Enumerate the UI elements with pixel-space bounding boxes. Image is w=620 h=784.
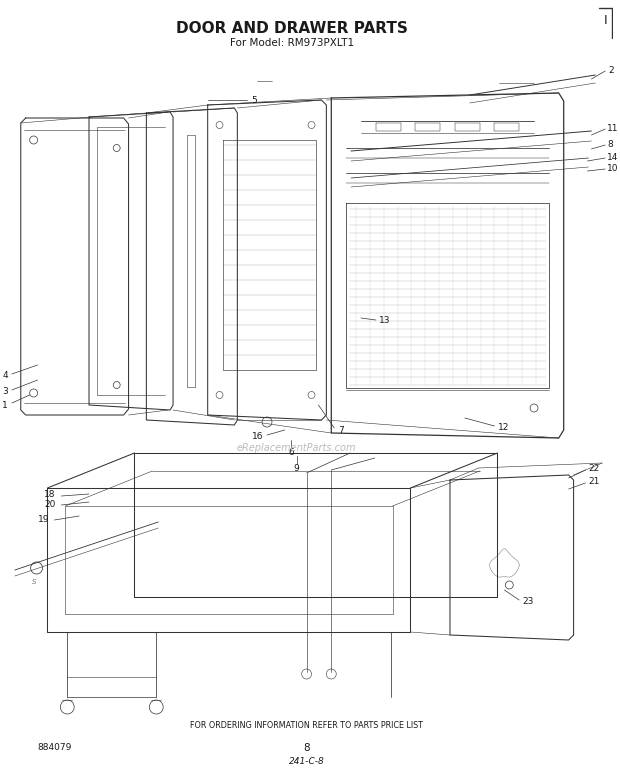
Text: 241-C-8: 241-C-8 [289,757,324,767]
Text: 6: 6 [288,448,294,456]
Text: DOOR AND DRAWER PARTS: DOOR AND DRAWER PARTS [176,20,408,35]
Text: FOR ORDERING INFORMATION REFER TO PARTS PRICE LIST: FOR ORDERING INFORMATION REFER TO PARTS … [190,721,423,731]
Text: 18: 18 [44,489,55,499]
Text: 1: 1 [2,401,8,409]
Text: 12: 12 [498,423,510,431]
Text: 23: 23 [522,597,534,607]
Text: S: S [32,579,37,585]
Text: 8: 8 [607,140,613,148]
Text: 10: 10 [607,164,619,172]
Text: 19: 19 [38,516,50,524]
Text: 7: 7 [339,426,344,434]
Text: 9: 9 [294,463,299,473]
Text: 2: 2 [608,66,614,74]
Text: 13: 13 [379,315,390,325]
Text: I: I [603,13,607,27]
Text: 4: 4 [2,371,8,379]
Text: 14: 14 [607,153,619,162]
Text: 5: 5 [251,96,257,104]
Text: 16: 16 [252,431,263,441]
Text: eReplacementParts.com: eReplacementParts.com [237,443,356,453]
Text: 3: 3 [2,387,8,395]
Text: 8: 8 [303,743,310,753]
Text: 20: 20 [44,499,55,509]
Text: 884079: 884079 [38,743,72,753]
Text: For Model: RM973PXLT1: For Model: RM973PXLT1 [229,38,354,48]
Text: 11: 11 [607,124,619,132]
Text: 22: 22 [588,463,600,473]
Text: 21: 21 [588,477,600,485]
